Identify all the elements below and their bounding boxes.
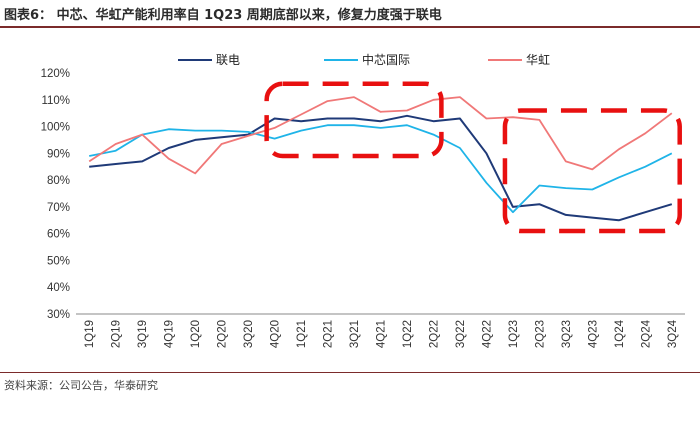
- highlight-box-1: [264, 81, 444, 159]
- x-tick-label: 1Q23: [508, 320, 520, 348]
- x-tick-label: 3Q21: [349, 320, 361, 348]
- series-line-2: [89, 124, 673, 214]
- x-tick-label: 2Q22: [428, 320, 440, 348]
- x-tick-label: 3Q22: [455, 320, 467, 348]
- legend-label-1: 联电: [216, 53, 240, 67]
- x-tick-label: 4Q22: [481, 320, 493, 348]
- figure-title: 图表6： 中芯、华虹产能利用率自 1Q23 周期底部以来，修复力度强于联电: [4, 8, 442, 23]
- y-tick-label: 70%: [47, 202, 70, 214]
- x-tick-label: 1Q24: [614, 319, 626, 348]
- y-tick-label: 100%: [41, 122, 70, 134]
- x-tick-label: 1Q19: [84, 320, 96, 348]
- x-tick-label: 3Q20: [243, 320, 255, 348]
- x-tick-label: 1Q21: [296, 320, 308, 348]
- legend-label-2: 中芯国际: [362, 52, 410, 67]
- y-tick-label: 120%: [41, 68, 70, 80]
- x-tick-label: 3Q23: [561, 320, 573, 348]
- line-chart: 30% 40% 50% 60% 70% 80% 90% 100% 110% 120% 1Q19 2Q1…: [41, 52, 685, 348]
- x-tick-label: 2Q19: [111, 320, 123, 348]
- y-tick-label: 30%: [47, 309, 70, 321]
- x-tick-label: 4Q21: [376, 320, 388, 348]
- legend-label-3: 华虹: [526, 53, 550, 67]
- y-tick-label: 110%: [41, 95, 70, 107]
- y-tick-label: 40%: [47, 282, 70, 294]
- x-tick-label: 2Q21: [323, 320, 335, 348]
- footer-divider: [0, 372, 700, 373]
- x-tick-label: 2Q24: [640, 319, 652, 348]
- x-tick-label: 4Q19: [164, 320, 176, 348]
- y-tick-label: 60%: [47, 229, 70, 241]
- y-tick-label: 90%: [47, 148, 70, 160]
- source-note: 资料来源：公司公告，华泰研究: [4, 379, 158, 392]
- x-tick-label: 2Q23: [534, 320, 546, 348]
- highlight-box-2: [502, 108, 682, 234]
- x-tick-label: 1Q22: [402, 320, 414, 348]
- x-tick-label: 1Q20: [190, 320, 202, 348]
- x-tick-label: 4Q20: [270, 320, 282, 348]
- title-divider: [0, 26, 700, 28]
- x-tick-label: 3Q19: [137, 320, 149, 348]
- x-tick-label: 3Q24: [667, 319, 679, 348]
- y-tick-label: 50%: [47, 255, 70, 267]
- series-line-3: [88, 96, 673, 175]
- series-line-1: [89, 114, 673, 222]
- y-tick-label: 80%: [47, 175, 70, 187]
- x-tick-label: 2Q20: [217, 320, 229, 348]
- x-tick-label: 4Q23: [587, 320, 599, 348]
